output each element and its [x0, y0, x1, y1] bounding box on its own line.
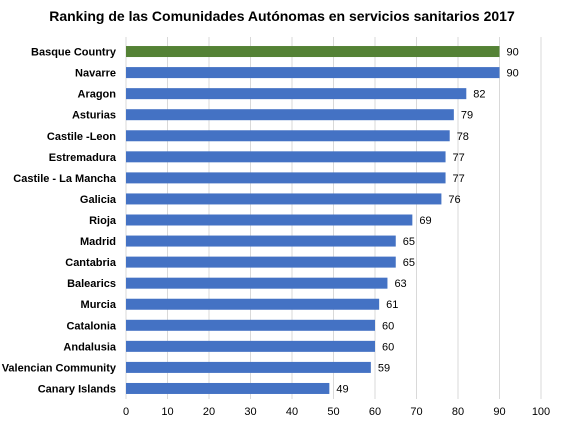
category-label: Canary Islands — [38, 383, 116, 395]
data-label: 90 — [507, 68, 519, 80]
data-label: 77 — [453, 173, 465, 185]
category-label: Catalonia — [66, 320, 116, 332]
category-label: Galicia — [80, 194, 117, 206]
category-label: Andalusia — [63, 341, 116, 353]
data-label: 82 — [473, 89, 485, 101]
category-label: Madrid — [80, 236, 116, 248]
category-label: Asturias — [72, 110, 116, 122]
data-label: 69 — [419, 215, 431, 227]
x-tick-label: 30 — [244, 406, 256, 418]
bar — [126, 382, 330, 394]
bar — [126, 298, 380, 310]
bar — [126, 109, 454, 121]
bar — [126, 361, 371, 373]
data-label: 65 — [403, 257, 415, 269]
bar — [126, 151, 446, 163]
data-label: 65 — [403, 236, 415, 248]
category-label: Navarre — [75, 68, 116, 80]
category-label: Cantabria — [65, 257, 117, 269]
x-tick-label: 40 — [286, 406, 298, 418]
data-label: 79 — [461, 110, 473, 122]
x-tick-label: 50 — [327, 406, 339, 418]
bars — [126, 46, 500, 394]
x-tick-label: 70 — [410, 406, 422, 418]
x-axis-ticks: 0 10 20 30 40 50 60 70 80 90 100 — [123, 406, 550, 418]
category-label: Castile -Leon — [47, 131, 116, 143]
x-tick-label: 80 — [452, 406, 464, 418]
bar — [126, 193, 442, 205]
data-label: 77 — [453, 152, 465, 164]
category-label: Balearics — [67, 278, 116, 290]
category-label: Rioja — [89, 215, 117, 227]
bar — [126, 340, 375, 352]
category-label: Castile - La Mancha — [13, 173, 117, 185]
bar — [126, 214, 413, 226]
category-label: Valencian Community — [2, 362, 117, 374]
x-tick-label: 20 — [203, 406, 215, 418]
bar — [126, 46, 500, 58]
data-label: 60 — [382, 341, 394, 353]
bar — [126, 130, 450, 142]
x-tick-label: 60 — [369, 406, 381, 418]
bar — [126, 319, 375, 331]
category-label: Murcia — [81, 299, 117, 311]
category-label: Aragon — [78, 89, 117, 101]
category-labels: Basque Country Navarre Aragon Asturias Casti… — [2, 47, 117, 396]
bar — [126, 256, 396, 268]
data-label: 76 — [448, 194, 460, 206]
data-label: 49 — [336, 383, 348, 395]
category-label: Estremadura — [49, 152, 117, 164]
data-label: 59 — [378, 362, 390, 374]
bar — [126, 172, 446, 184]
x-tick-label: 100 — [532, 406, 550, 418]
bar — [126, 67, 500, 79]
bar — [126, 277, 388, 289]
x-tick-label: 0 — [123, 406, 129, 418]
bar — [126, 235, 396, 247]
chart-title: Ranking de las Comunidades Autónomas en … — [49, 8, 515, 24]
data-label: 90 — [507, 47, 519, 59]
data-label: 61 — [386, 299, 398, 311]
data-label: 78 — [457, 131, 469, 143]
bar — [126, 88, 467, 100]
x-tick-label: 90 — [493, 406, 505, 418]
category-label: Basque Country — [31, 47, 117, 59]
data-label: 63 — [394, 278, 406, 290]
x-tick-label: 10 — [161, 406, 173, 418]
data-label: 60 — [382, 320, 394, 332]
